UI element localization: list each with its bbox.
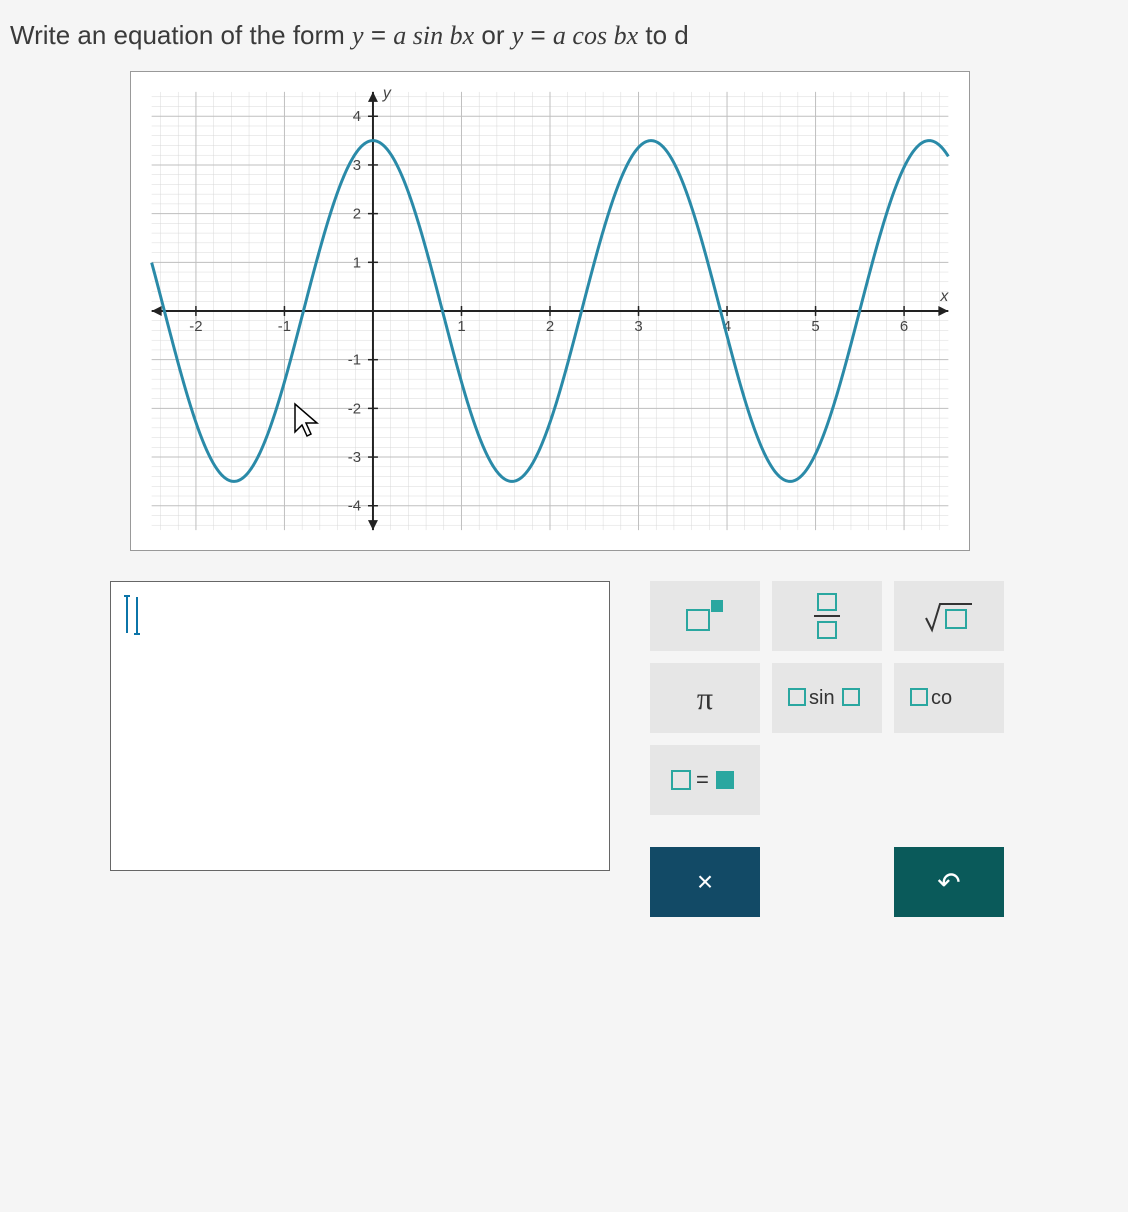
sqrt-icon: [924, 598, 974, 634]
q-eq-sign-2: =: [531, 20, 553, 50]
q-eq1-rhs: a sin bx: [393, 21, 474, 50]
svg-text:4: 4: [353, 108, 361, 125]
svg-text:1: 1: [457, 318, 465, 335]
svg-text:5: 5: [811, 318, 819, 335]
q-prefix: Write an equation of the form: [10, 20, 352, 50]
svg-text:-1: -1: [278, 318, 291, 335]
fraction-icon: [812, 592, 842, 640]
svg-text:sin: sin: [809, 687, 835, 709]
close-icon: ×: [697, 866, 713, 898]
chart-svg: -2-1123456-4-3-2-11234xy: [131, 72, 969, 550]
svg-text:2: 2: [353, 206, 361, 223]
pi-button[interactable]: π: [650, 663, 760, 733]
svg-text:3: 3: [353, 157, 361, 174]
svg-text:y: y: [382, 85, 392, 102]
sin-icon: sin: [787, 683, 867, 713]
q-eq1-lhs: y: [352, 21, 364, 50]
svg-text:co: co: [931, 687, 952, 709]
svg-text:-4: -4: [348, 498, 361, 515]
svg-text:2: 2: [546, 318, 554, 335]
text-cursor-icon: [126, 597, 138, 633]
exponent-icon: [683, 598, 727, 634]
svg-text:6: 6: [900, 318, 908, 335]
sin-button[interactable]: sin: [772, 663, 882, 733]
svg-text:-1: -1: [348, 352, 361, 369]
undo-icon: ↶: [937, 866, 960, 899]
exponent-button[interactable]: [650, 581, 760, 651]
svg-text:x: x: [939, 288, 949, 305]
close-button[interactable]: ×: [650, 847, 760, 917]
fraction-button[interactable]: [772, 581, 882, 651]
equals-icon: =: [670, 767, 740, 793]
symbol-palette: π sin co = ×: [650, 581, 1004, 917]
svg-text:=: =: [696, 767, 709, 792]
q-eq2-rhs: a cos bx: [553, 21, 638, 50]
svg-text:-2: -2: [348, 400, 361, 417]
q-suffix: to d: [645, 20, 688, 50]
answer-input[interactable]: [110, 581, 610, 871]
q-eq-sign-1: =: [371, 20, 393, 50]
sqrt-button[interactable]: [894, 581, 1004, 651]
svg-text:1: 1: [353, 254, 361, 271]
cos-icon: co: [909, 683, 989, 713]
q-eq2-lhs: y: [512, 21, 524, 50]
pi-label: π: [697, 680, 713, 717]
undo-button[interactable]: ↶: [894, 847, 1004, 917]
cos-button[interactable]: co: [894, 663, 1004, 733]
svg-text:3: 3: [634, 318, 642, 335]
svg-text:-3: -3: [348, 449, 361, 466]
q-or: or: [481, 20, 511, 50]
question-text: Write an equation of the form y = a sin …: [10, 10, 1118, 71]
equals-button[interactable]: =: [650, 745, 760, 815]
chart-container: -2-1123456-4-3-2-11234xy: [130, 71, 970, 551]
svg-text:-2: -2: [189, 318, 202, 335]
